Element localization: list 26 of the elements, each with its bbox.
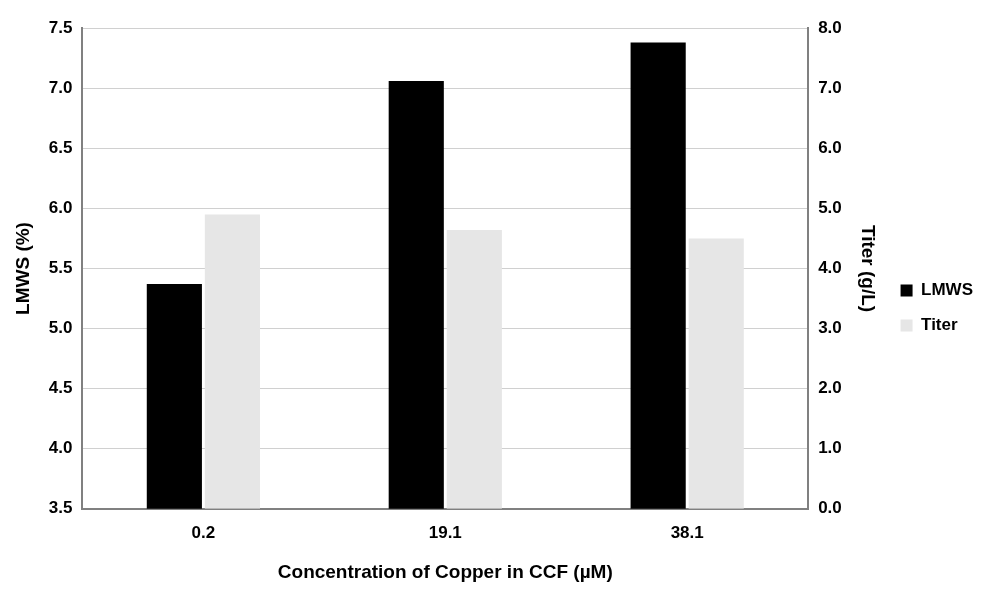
y-tick-label: 4.0	[48, 438, 73, 458]
y2-tick-label: 5.0	[818, 198, 842, 218]
y2-tick-label: 1.0	[818, 438, 842, 458]
y-tick-label: 5.0	[48, 318, 73, 338]
y2-tick-label: 8.0	[818, 17, 842, 37]
y-tick-label: 7.0	[48, 77, 73, 97]
y2-tick-label: 4.0	[818, 258, 842, 278]
x-tick-label: 38.1	[670, 522, 704, 542]
y-tick-label: 6.5	[48, 138, 73, 158]
y2-tick-label: 6.0	[818, 138, 842, 158]
y-tick-label: 7.5	[48, 17, 73, 37]
x-axis-title: Concentration of Copper in CCF (µM)	[277, 560, 613, 582]
y-tick-label: 4.5	[48, 378, 73, 398]
y-tick-label: 3.5	[48, 498, 73, 518]
x-tick-label: 0.2	[191, 522, 216, 542]
legend-label: LMWS	[921, 280, 974, 300]
y2-tick-label: 7.0	[818, 77, 842, 97]
y-axis-title: LMWS (%)	[11, 222, 33, 315]
y2-axis-title: Titer (g/L)	[857, 224, 879, 313]
y2-tick-label: 2.0	[818, 378, 842, 398]
legend-label: Titer	[921, 315, 958, 335]
x-tick-label: 19.1	[428, 522, 462, 542]
y2-tick-label: 3.0	[818, 318, 842, 338]
y-tick-label: 6.0	[48, 198, 73, 218]
y2-tick-label: 0.0	[818, 498, 842, 518]
y-tick-label: 5.5	[48, 258, 73, 278]
